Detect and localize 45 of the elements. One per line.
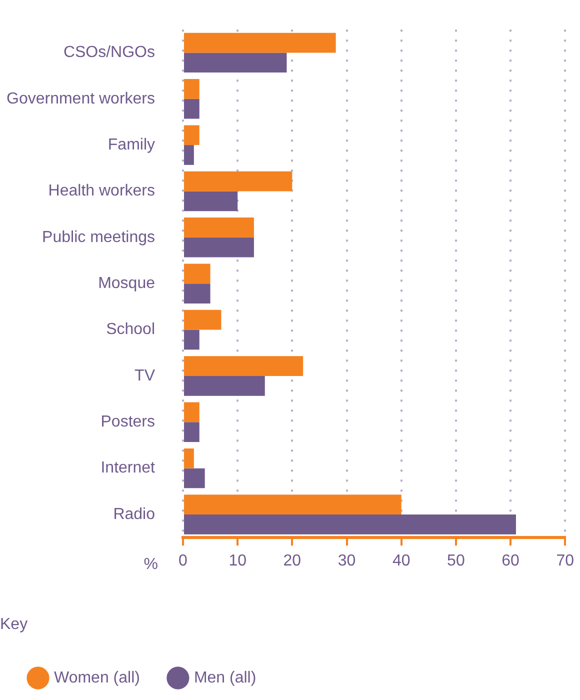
bar: [184, 356, 304, 376]
x-tick-label: 50: [447, 552, 465, 570]
bar: [184, 52, 287, 73]
y-tick-label: Radio: [113, 506, 156, 523]
bar: [184, 448, 194, 468]
bar: [184, 191, 238, 212]
y-tick-label: Posters: [100, 414, 155, 431]
legend-title: Key: [0, 616, 28, 634]
x-tick-label: 60: [502, 552, 520, 570]
bar: [184, 237, 254, 258]
bar: [184, 422, 200, 442]
bar: [184, 284, 210, 304]
y-tick-label: Internet: [100, 460, 156, 477]
bar: [184, 98, 200, 119]
bar: [184, 125, 200, 146]
y-tick-label: TV: [134, 367, 156, 384]
x-tick-label: 20: [283, 552, 302, 570]
x-tick-label: 10: [228, 552, 247, 570]
y-tick-label: Health workers: [48, 182, 155, 200]
bar: [184, 79, 200, 99]
y-tick-label: Mosque: [98, 275, 156, 292]
y-tick-label: CSOs/NGOs: [63, 44, 155, 62]
bar: [184, 376, 265, 396]
bar: [184, 171, 292, 192]
bar: [184, 402, 200, 422]
legend-label: Women (all): [54, 669, 140, 686]
x-axis-title: %: [144, 556, 158, 574]
bar: [184, 32, 336, 53]
bar: [184, 468, 205, 488]
x-tick-label: 70: [556, 552, 574, 570]
x-tick-label: 0: [178, 552, 188, 570]
bar: [184, 330, 200, 350]
bar: [184, 514, 516, 534]
y-tick-label: School: [106, 321, 155, 338]
legend-label: Men (all): [194, 669, 256, 686]
bar: [184, 264, 210, 284]
bar: [184, 218, 254, 238]
y-tick-label: Government workers: [6, 90, 155, 108]
bar: [184, 145, 194, 165]
y-tick-label: Family: [108, 136, 155, 154]
bar: [184, 494, 402, 515]
y-tick-label: Public meetings: [42, 228, 155, 246]
x-tick-label: 40: [392, 552, 410, 570]
x-tick-label: 30: [338, 552, 356, 570]
bar: [184, 310, 222, 330]
